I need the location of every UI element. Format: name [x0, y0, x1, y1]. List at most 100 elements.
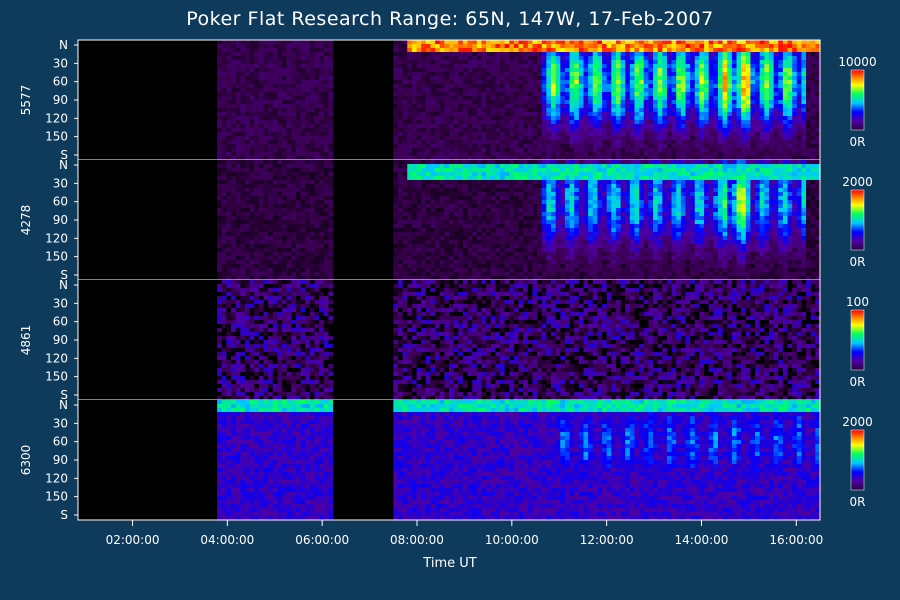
heat-cell: [87, 240, 93, 245]
heat-cell: [671, 60, 677, 65]
heat-cell: [314, 60, 320, 65]
heat-cell: [258, 140, 265, 145]
heat-cell: [541, 112, 547, 117]
heat-cell: [277, 96, 283, 101]
heat-cell: [764, 104, 770, 109]
heat-cell: [458, 104, 464, 109]
heat-cell: [217, 56, 223, 61]
heat-cell: [639, 144, 645, 149]
heat-cell: [87, 132, 93, 137]
heat-cell: [611, 120, 617, 125]
heat-cell: [662, 152, 668, 157]
heat-cell: [592, 64, 598, 69]
heat-cell: [384, 40, 390, 45]
heat-cell: [142, 128, 149, 133]
heat-cell: [467, 144, 473, 149]
heat-cell: [133, 124, 139, 129]
heat-cell: [351, 88, 357, 93]
heat-cell: [606, 88, 612, 93]
heat-cell: [323, 72, 330, 77]
heat-cell: [634, 112, 640, 117]
heat-cell: [87, 136, 93, 141]
heat-cell: [393, 96, 399, 101]
heat-cell: [286, 80, 292, 85]
heat-cell: [189, 156, 195, 161]
heat-cell: [82, 200, 88, 205]
heat-cell: [523, 152, 529, 157]
heat-cell: [653, 64, 659, 69]
heat-cell: [741, 52, 747, 57]
heat-cell: [365, 148, 371, 153]
heat-cell: [119, 112, 125, 117]
heat-cell: [388, 108, 394, 113]
heat-cell: [643, 44, 650, 49]
heat-cell: [736, 116, 742, 121]
heat-cell: [156, 52, 163, 57]
heat-cell: [407, 112, 413, 117]
heat-cell: [801, 144, 807, 149]
heat-cell: [523, 80, 529, 85]
heat-cell: [258, 108, 265, 113]
heat-cell: [555, 56, 561, 61]
heat-cell: [532, 48, 538, 53]
heat-cell: [518, 100, 524, 105]
heat-cell: [551, 88, 557, 93]
heat-cell: [546, 52, 552, 57]
heat-cell: [509, 68, 515, 73]
heat-cell: [680, 64, 687, 69]
heat-cell: [115, 128, 121, 133]
heat-cell: [717, 140, 724, 145]
heat-cell: [685, 144, 691, 149]
heat-cell: [741, 96, 747, 101]
heat-cell: [291, 92, 297, 97]
heat-cell: [337, 48, 343, 53]
heat-cell: [537, 144, 543, 149]
heat-cell: [161, 84, 167, 89]
heat-cell: [425, 120, 432, 125]
heat-cell: [138, 152, 144, 157]
heat-cell: [717, 136, 724, 141]
heat-cell: [129, 156, 135, 161]
heat-cell: [462, 44, 469, 49]
heat-cell: [402, 60, 408, 65]
heat-cell: [96, 132, 102, 137]
heat-cell: [203, 60, 209, 65]
heat-cell: [282, 96, 288, 101]
heat-cell: [537, 132, 543, 137]
heat-cell: [365, 112, 371, 117]
heat-cell: [495, 48, 501, 53]
heat-cell: [643, 100, 650, 105]
heat-cell: [374, 152, 381, 157]
heat-cell: [268, 104, 274, 109]
heat-cell: [778, 144, 784, 149]
heat-cell: [193, 44, 200, 49]
heat-cell: [393, 116, 399, 121]
heat-cell: [435, 108, 441, 113]
heat-cell: [662, 124, 668, 129]
heat-cell: [142, 84, 149, 89]
heat-cell: [180, 148, 186, 153]
heat-cell: [713, 56, 719, 61]
heat-cell: [564, 148, 571, 153]
heat-cell: [166, 44, 172, 49]
heat-cell: [402, 68, 408, 73]
heat-cell: [110, 96, 116, 101]
heat-cell: [133, 128, 139, 133]
heat-cell: [221, 92, 227, 97]
heat-cell: [147, 56, 153, 61]
heat-cell: [254, 156, 260, 161]
heat-cell: [490, 112, 496, 117]
heat-cell: [425, 124, 432, 129]
heat-cell: [643, 48, 650, 53]
heat-cell: [133, 92, 139, 97]
heat-cell: [87, 112, 93, 117]
heat-cell: [282, 68, 288, 73]
heat-cell: [286, 136, 292, 141]
heat-cell: [212, 44, 218, 49]
heat-cell: [578, 40, 585, 45]
heat-cell: [277, 76, 283, 81]
heat-cell: [87, 212, 93, 217]
heat-cell: [87, 184, 93, 189]
heat-cell: [583, 92, 589, 97]
heat-cell: [133, 148, 139, 153]
